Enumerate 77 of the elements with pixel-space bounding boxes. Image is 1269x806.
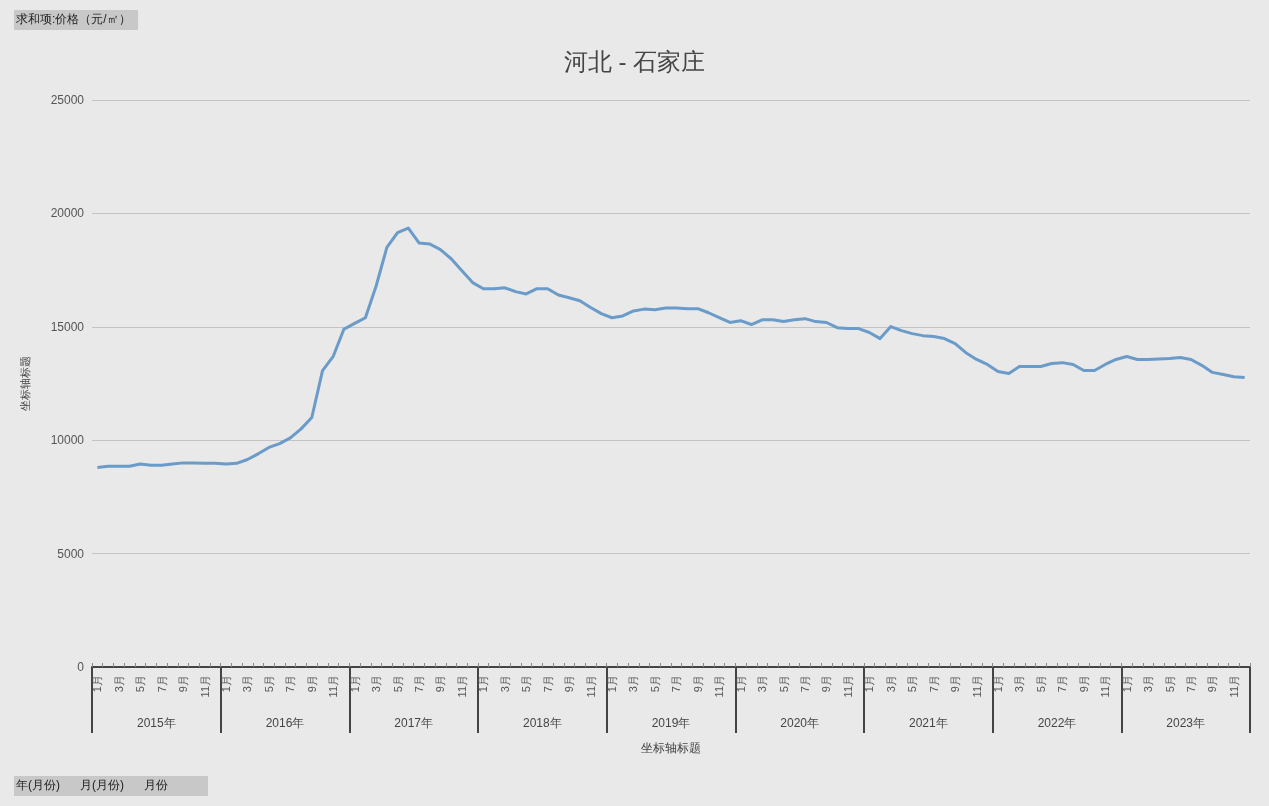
text: 2021年 xyxy=(908,716,948,730)
y-axis-title: 坐标轴标题 xyxy=(18,356,31,411)
x-tick-label: 11月 xyxy=(327,675,340,698)
x-tick-label: 3月 xyxy=(884,675,897,693)
x-tick-label: 5月 xyxy=(134,675,147,693)
text: 2015年 xyxy=(136,716,176,730)
chart-title: 河北 - 石家庄 xyxy=(563,47,706,75)
x-tick-label: 9月 xyxy=(820,675,833,693)
x-tick-label: 1月 xyxy=(606,675,619,693)
x-tick-label: 11月 xyxy=(584,675,597,698)
x-tick-label: 1月 xyxy=(1120,675,1133,693)
x-tick-label: 7月 xyxy=(1056,675,1069,693)
x-tick-label: 9月 xyxy=(1077,675,1090,693)
y-tick-label: 15000 xyxy=(50,319,85,334)
text: 2018年 xyxy=(522,716,562,730)
line-series xyxy=(95,226,1247,469)
text: 2016年 xyxy=(265,716,305,730)
y-tick-label: 0 xyxy=(77,660,85,674)
x-tick-label: 11月 xyxy=(1227,675,1240,698)
x-tick-label: 7月 xyxy=(541,675,554,693)
x-tick-label: 7月 xyxy=(799,675,812,693)
x-tick-label: 1月 xyxy=(863,675,876,693)
x-tick-label: 9月 xyxy=(1206,675,1219,693)
text: 2017年 xyxy=(394,716,434,730)
text: 2019年 xyxy=(651,716,691,730)
x-tick-label: 1月 xyxy=(477,675,490,693)
text: 月份 xyxy=(144,778,168,792)
x-tick-label: 5月 xyxy=(520,675,533,693)
x-tick-label: 7月 xyxy=(284,675,297,693)
x-tick-label: 1月 xyxy=(992,675,1005,693)
x-tick-label: 9月 xyxy=(949,675,962,693)
x-tick-label: 3月 xyxy=(112,675,125,693)
x-tick-label: 9月 xyxy=(305,675,318,693)
x-tick-label: 3月 xyxy=(1013,675,1026,693)
x-tick-label: 1月 xyxy=(220,675,233,693)
x-tick-label: 5月 xyxy=(391,675,404,693)
text: 求和项:价格（元/㎡） xyxy=(16,12,131,26)
x-tick-label: 11月 xyxy=(713,675,726,698)
x-tick-label: 5月 xyxy=(262,675,275,693)
x-tick-label: 5月 xyxy=(1034,675,1047,693)
x-tick-label: 11月 xyxy=(970,675,983,698)
x-tick-label: 3月 xyxy=(1142,675,1155,693)
x-tick-label: 3月 xyxy=(241,675,254,693)
x-tick-label: 1月 xyxy=(348,675,361,693)
x-tick-label: 7月 xyxy=(670,675,683,693)
x-tick-label: 5月 xyxy=(1163,675,1176,693)
x-tick-label: 7月 xyxy=(155,675,168,693)
x-tick-label: 11月 xyxy=(1099,675,1112,698)
x-tick-label: 7月 xyxy=(1185,675,1198,693)
x-tick-label: 9月 xyxy=(177,675,190,693)
x-tick-label: 11月 xyxy=(455,675,468,698)
x-tick-label: 5月 xyxy=(648,675,661,693)
text: 2022年 xyxy=(1037,716,1077,730)
x-tick-label: 3月 xyxy=(627,675,640,693)
text: 2020年 xyxy=(780,716,820,730)
text: 年(月份) xyxy=(16,778,60,792)
x-tick-label: 1月 xyxy=(734,675,747,693)
x-tick-label: 5月 xyxy=(777,675,790,693)
y-tick-label: 10000 xyxy=(50,433,85,448)
x-tick-label: 9月 xyxy=(691,675,704,693)
x-tick-label: 5月 xyxy=(906,675,919,693)
x-tick-label: 7月 xyxy=(413,675,426,693)
text: 2023年 xyxy=(1166,716,1206,730)
x-tick-label: 3月 xyxy=(756,675,769,693)
x-tick-label: 9月 xyxy=(563,675,576,693)
y-tick-label: 5000 xyxy=(57,546,85,561)
x-tick-label: 11月 xyxy=(198,675,211,698)
x-tick-label: 3月 xyxy=(498,675,511,693)
y-tick-label: 25000 xyxy=(50,93,85,107)
x-tick-label: 3月 xyxy=(370,675,383,693)
x-tick-label: 7月 xyxy=(927,675,940,693)
x-tick-label: 11月 xyxy=(841,675,854,698)
y-tick-label: 20000 xyxy=(50,206,85,221)
x-tick-label: 9月 xyxy=(434,675,447,693)
x-tick-label: 1月 xyxy=(91,675,104,693)
text: 月(月份) xyxy=(80,778,124,792)
x-axis-title: 坐标轴标题 xyxy=(641,741,701,755)
